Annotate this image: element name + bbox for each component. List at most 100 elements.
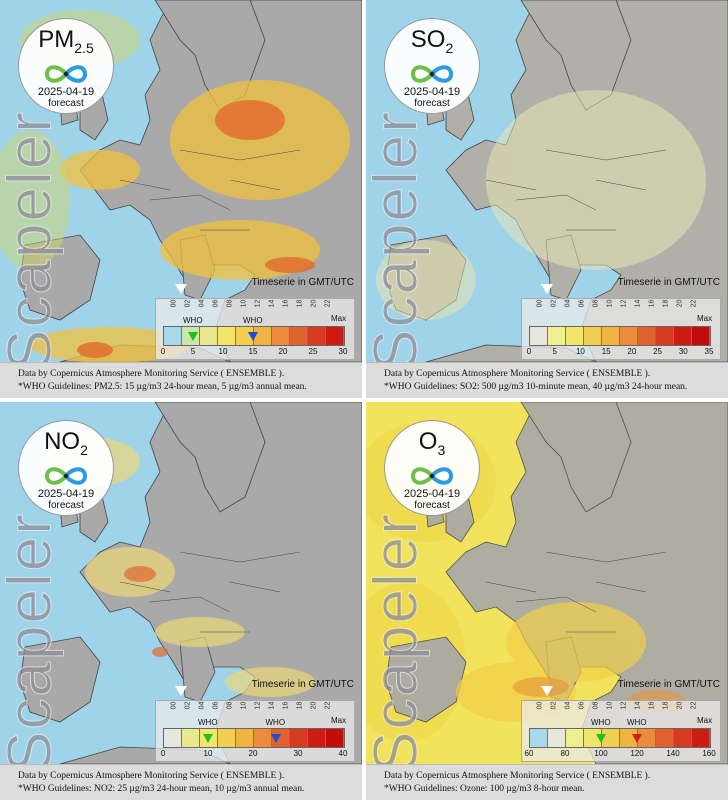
timeline-hour-label[interactable]: 04 [198,299,206,308]
timeline-hour-label[interactable]: 12 [254,299,262,308]
timeline-hour-label[interactable]: 22 [324,299,332,308]
timeline-hour-label[interactable]: 02 [184,299,192,308]
timeline-hour-label[interactable]: 04 [564,299,572,308]
timeline-hour-label[interactable]: 02 [184,701,192,710]
timeline-hour-label[interactable]: 00 [170,701,178,710]
timeline-hour-label[interactable]: 12 [254,701,262,710]
color-scale-cell [602,327,620,345]
color-scale-cell [218,729,236,747]
timeline-hour-label[interactable]: 08 [226,299,234,308]
color-scale-cell [638,729,656,747]
scale-tick-label: 0 [160,347,166,356]
timeline-hour-label[interactable]: 10 [606,299,614,308]
pollutant-name: NO2 [44,428,88,458]
color-scale-cell [164,729,182,747]
timeline-hour-label[interactable]: 18 [296,299,304,308]
timeline-hour-label[interactable]: 10 [606,701,614,710]
color-scale-cell [182,729,200,747]
timeline-hour-label[interactable]: 14 [634,701,642,710]
pollutant-badge: SO2 2025-04-19 forecast [384,18,480,114]
forecast-status: forecast [414,499,450,511]
timeline-hour-label[interactable]: 02 [550,299,558,308]
timeline-hour-label[interactable]: 20 [310,701,318,710]
scapeler-watermark: Scapeler [366,110,431,372]
timeline-marker[interactable] [541,686,553,696]
color-scale-cell [692,729,710,747]
color-scale-cell [326,327,344,345]
timeline-hour-label[interactable]: 10 [240,701,248,710]
timeline-marker[interactable] [541,284,553,294]
timeline-hour-label[interactable]: 22 [324,701,332,710]
map-pm25[interactable] [0,0,362,362]
timeline-hour-label[interactable]: 06 [578,299,586,308]
pollutant-name: SO2 [410,26,454,56]
timeline-hour-label[interactable]: 08 [226,701,234,710]
scapeler-watermark: Scapeler [0,512,65,774]
scapeler-watermark: Scapeler [0,110,65,372]
who-label: WHO [243,316,263,325]
timeline-hour-label[interactable]: 16 [282,701,290,710]
timeline-hour-label[interactable]: 18 [662,299,670,308]
who-marker-icon [248,332,258,341]
timeline-hour-label[interactable]: 06 [212,701,220,710]
timeline-hour-label[interactable]: 16 [648,299,656,308]
timeline-hour-label[interactable]: 00 [170,299,178,308]
color-scale-cell [656,327,674,345]
timeline-hour-label[interactable]: 08 [592,701,600,710]
scale-tick-label: 15 [601,347,611,356]
timeline-hour-label[interactable]: 20 [676,701,684,710]
timeline-hour-label[interactable]: 04 [198,701,206,710]
color-scale-cell [548,729,566,747]
timeline-hour-label[interactable]: 12 [620,299,628,308]
timeline-hour-label[interactable]: 16 [648,701,656,710]
timeline-hour-label[interactable]: 22 [690,701,698,710]
timeline-hour-label[interactable]: 20 [310,299,318,308]
color-scale-cell [254,327,272,345]
timeline-hour-label[interactable]: 12 [620,701,628,710]
scale-tick-label: 5 [190,347,196,356]
timeline-hour-label[interactable]: 06 [578,701,586,710]
timeline-hour-label[interactable]: 16 [282,299,290,308]
timeline-hour-label[interactable]: 08 [592,299,600,308]
timeline-hour-label[interactable]: 06 [212,299,220,308]
timeline-hour-label[interactable]: 18 [296,701,304,710]
timeline-hour-label[interactable]: 02 [550,701,558,710]
footer-source: Data by Copernicus Atmosphere Monitoring… [18,369,285,379]
timeline-hour-label[interactable]: 14 [268,701,276,710]
scale-tick-label: 120 [630,749,644,758]
scale-tick-label: 25 [308,347,318,356]
timeline-hour-label[interactable]: 00 [536,701,544,710]
color-scale-legend: 00 02 04 06 08 10 12 14 16 18 20 22 Max 0 5 10 15 20 25 30 3… [521,298,721,360]
scale-tick-label: 160 [702,749,716,758]
scale-tick-label: 60 [524,749,534,758]
timeline-marker[interactable] [175,284,187,294]
timeline-marker[interactable] [175,686,187,696]
who-marker-icon [632,734,642,743]
color-scale-legend: 00 02 04 06 08 10 12 14 16 18 20 22 Max 60 80 100 120 140… [521,700,721,762]
scale-tick-label: 10 [203,749,213,758]
timeline-hour-label[interactable]: 20 [676,299,684,308]
scapeler-logo-icon [410,467,454,485]
color-scale-cell [602,729,620,747]
timeline-hour-label[interactable]: 10 [240,299,248,308]
timeline-hour-label[interactable]: 22 [690,299,698,308]
max-label: Max [697,314,713,323]
timeline-hour-label[interactable]: 04 [564,701,572,710]
timeline-hour-label[interactable]: 00 [536,299,544,308]
timeline-hour-label[interactable]: 14 [268,299,276,308]
timeline-hour-label[interactable]: 18 [662,701,670,710]
who-marker-icon [270,734,281,743]
scale-tick-label: 15 [248,347,258,356]
scale-tick-label: 10 [575,347,585,356]
color-scale-cell [530,327,548,345]
timeserie-label: Timeserie in GMT/UTC [617,277,720,288]
scapeler-watermark: Scapeler [366,512,431,774]
timeline-hour-label[interactable]: 14 [634,299,642,308]
footer-source: Data by Copernicus Atmosphere Monitoring… [18,771,285,781]
color-scale-cell [656,729,674,747]
color-scale-cell [236,729,254,747]
color-scale-bar [529,728,711,748]
color-scale-cell [218,327,236,345]
scale-tick-label: 30 [338,347,348,356]
